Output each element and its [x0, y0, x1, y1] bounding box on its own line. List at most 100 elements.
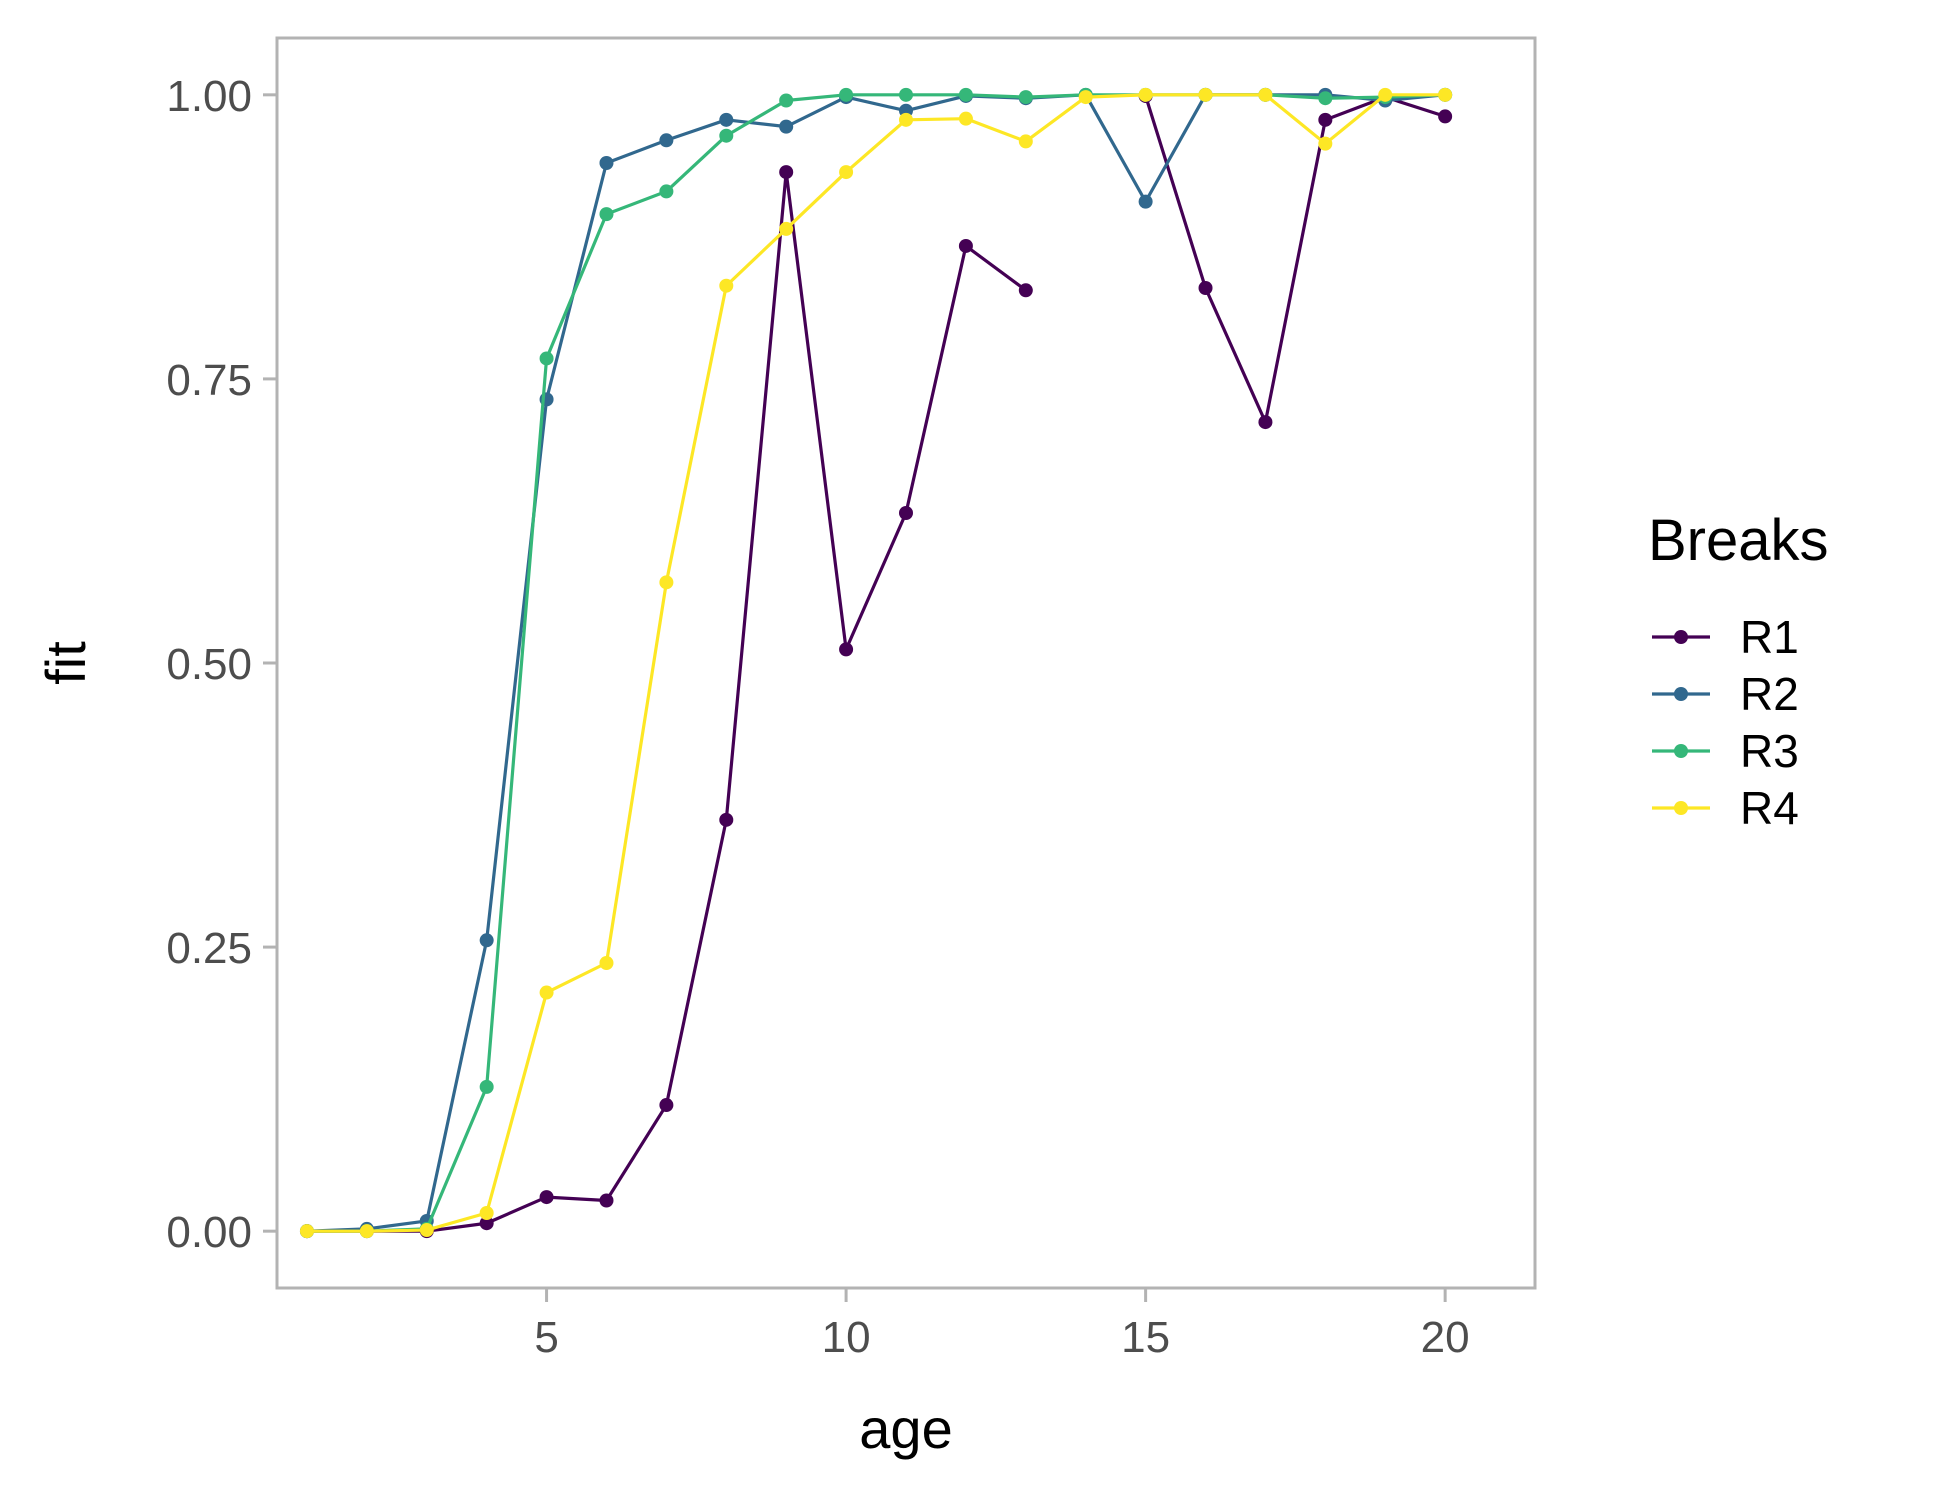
series-r1-segment	[724, 170, 788, 822]
x-axis-title: age	[859, 1397, 952, 1460]
series-r3-segment	[784, 93, 848, 103]
legend-key-point	[1674, 687, 1688, 701]
series-r4-point	[659, 575, 674, 590]
series-r2-point	[659, 133, 674, 148]
series-r3-segment	[1263, 93, 1327, 100]
series-r1-segment	[664, 818, 728, 1107]
y-tick-label: 0.75	[166, 356, 252, 405]
series-r1-point	[539, 1190, 554, 1205]
series-r4-point	[1438, 87, 1453, 102]
series-r4-segment	[784, 170, 848, 231]
series-r2-segment	[604, 138, 668, 165]
series-r1-point	[1258, 415, 1273, 430]
legend-key-point	[1674, 630, 1688, 644]
series-r3-point	[1018, 90, 1033, 105]
legend-key-point	[1674, 801, 1688, 815]
legend-key-point	[1674, 744, 1688, 758]
series-r4-point	[539, 985, 554, 1000]
series-r1-segment	[604, 1103, 668, 1203]
series-r3-point	[539, 351, 554, 366]
x-tick-label: 20	[1421, 1313, 1470, 1362]
series-r2-segment	[1084, 93, 1148, 204]
series-r4-point	[1018, 134, 1033, 149]
x-tick-label: 10	[822, 1313, 871, 1362]
series-r2-segment	[1144, 93, 1208, 204]
series-r1-segment	[784, 170, 848, 651]
series-r4-segment	[1323, 93, 1387, 146]
series-r4-segment	[604, 580, 668, 965]
series-r2-segment	[544, 161, 609, 401]
legend-item-r4: R4	[1652, 782, 1799, 834]
legend-item-r3: R3	[1652, 725, 1799, 777]
series-r1-segment	[1144, 94, 1208, 290]
series-r1-segment	[1203, 286, 1268, 424]
series-r1-segment	[904, 244, 968, 515]
legend-item-r1: R1	[1652, 611, 1799, 663]
series-r1-segment	[964, 244, 1028, 292]
series-r3-segment	[485, 356, 549, 1089]
series-r4-segment	[425, 1211, 489, 1232]
y-tick-label: 0.25	[166, 924, 252, 973]
series-r4-point	[719, 278, 734, 293]
series-r4-segment	[844, 118, 908, 174]
series-r3-point	[659, 184, 674, 199]
series-r2	[299, 87, 1453, 1239]
series-r2-point	[1138, 194, 1153, 209]
series-r4-segment	[544, 961, 609, 995]
series-r4-segment	[485, 990, 549, 1215]
series-r1-point	[1438, 109, 1453, 124]
series-r1-point	[1198, 281, 1213, 295]
series-r3-point	[479, 1079, 494, 1094]
series-r1-point	[779, 165, 794, 180]
series-r4-segment	[904, 117, 968, 122]
series-r2-point	[479, 933, 494, 948]
series-r2-segment	[664, 118, 728, 142]
series-r4-segment	[724, 227, 788, 288]
series-r2-segment	[904, 94, 968, 113]
series-r4-point	[299, 1224, 314, 1239]
legend-label: R4	[1740, 782, 1799, 834]
series-r1-point	[958, 238, 973, 253]
x-tick-label: 5	[534, 1313, 558, 1362]
series-r1-point	[1318, 112, 1333, 127]
series-r1-segment	[544, 1195, 609, 1203]
series-r4	[299, 87, 1453, 1239]
series-r4-segment	[1084, 93, 1148, 99]
series-r3-segment	[425, 1085, 489, 1231]
series-r3-point	[958, 87, 973, 102]
series-r1-segment	[425, 1221, 489, 1233]
series-r4-segment	[365, 1228, 429, 1233]
series-r3-segment	[964, 93, 1028, 99]
series-r3-segment	[1024, 93, 1088, 99]
series-r3-point	[779, 93, 794, 108]
y-axis-title: fit	[34, 641, 97, 685]
series-r2-segment	[365, 1219, 429, 1231]
x-axis: 5 10 15 20	[534, 1288, 1470, 1362]
series-r4-point	[419, 1223, 434, 1238]
y-tick-label: 0.00	[166, 1208, 252, 1257]
series-r3-point	[899, 87, 913, 102]
plot-marks	[299, 87, 1453, 1239]
y-tick-label: 0.50	[166, 640, 252, 689]
legend-item-r2: R2	[1652, 668, 1799, 720]
series-r4-point	[779, 221, 794, 236]
series-r4-segment	[1263, 93, 1327, 146]
series-r2-segment	[784, 95, 848, 129]
series-r3-point	[1318, 91, 1333, 106]
series-r1-segment	[844, 511, 908, 651]
series-r4-point	[839, 165, 854, 180]
series-r4-segment	[664, 284, 728, 584]
series-r3-segment	[664, 134, 728, 194]
series-r2-segment	[724, 118, 788, 129]
panel-border	[275, 36, 1537, 1290]
series-r3-point	[599, 207, 614, 222]
series-r4-segment	[1024, 95, 1088, 144]
legend-label: R3	[1740, 725, 1799, 777]
series-r3	[299, 87, 1453, 1239]
series-r4-segment	[964, 117, 1028, 144]
y-axis: 0.00 0.25 0.50 0.75 1.00	[166, 72, 277, 1257]
series-r3-segment	[1323, 95, 1387, 100]
y-tick-label: 1.00	[166, 72, 252, 121]
